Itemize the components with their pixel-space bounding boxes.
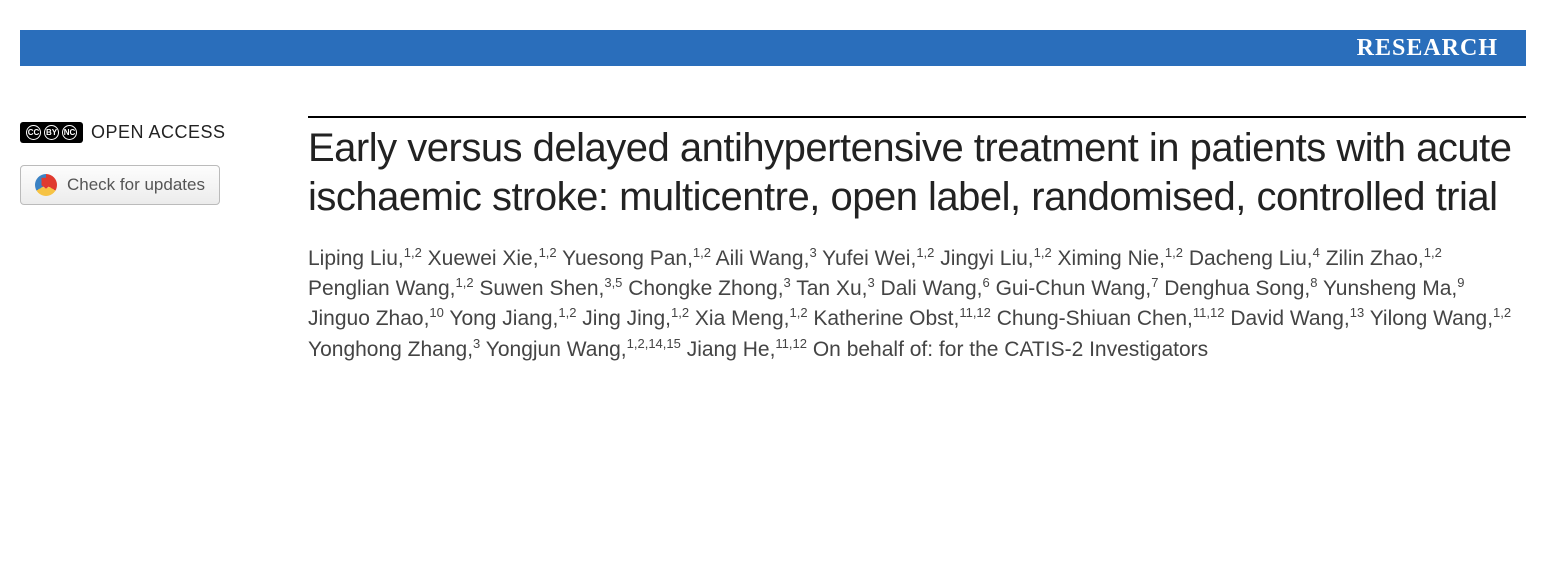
author-affiliation: 3 [867,275,874,290]
author: Yufei Wei,1,2 [822,247,934,270]
open-access-badge: CC BY NC OPEN ACCESS [20,122,280,143]
author-affiliation: 1,2 [1424,245,1442,260]
author: Liping Liu,1,2 [308,247,422,270]
author-affiliation: 3 [809,245,816,260]
nc-icon: NC [62,125,77,140]
author-affiliation: 6 [982,275,989,290]
section-header-label: RESEARCH [1357,35,1498,62]
author-affiliation: 1,2 [455,275,473,290]
author: Penglian Wang,1,2 [308,277,474,300]
author-affiliation: 3 [473,336,480,351]
author: Gui-Chun Wang,7 [996,277,1159,300]
author-affiliation: 7 [1151,275,1158,290]
author: Yonghong Zhang,3 [308,338,480,361]
author: Yuesong Pan,1,2 [562,247,711,270]
right-column: Early versus delayed antihypertensive tr… [308,116,1526,365]
check-for-updates-label: Check for updates [67,175,205,195]
author: Yong Jiang,1,2 [449,307,576,330]
author: Dacheng Liu,4 [1189,247,1320,270]
author-affiliation: 3,5 [604,275,622,290]
open-access-label: OPEN ACCESS [91,122,226,143]
author-affiliation: 13 [1350,305,1364,320]
author: Xia Meng,1,2 [695,307,808,330]
author-affiliation: 8 [1310,275,1317,290]
cc-license-icon: CC BY NC [20,122,83,143]
by-icon: BY [44,125,59,140]
author: Jinguo Zhao,10 [308,307,444,330]
author-affiliation: 9 [1457,275,1464,290]
author: Katherine Obst,11,12 [813,307,991,330]
author-affiliation: 1,2,14,15 [627,336,681,351]
section-header-bar: RESEARCH [20,30,1526,66]
author-affiliation: 1,2 [916,245,934,260]
author: Jingyi Liu,1,2 [940,247,1051,270]
author: Denghua Song,8 [1164,277,1317,300]
author-affiliation: 1,2 [1034,245,1052,260]
author-affiliation: 1,2 [558,305,576,320]
author-affiliation: 11,12 [1193,305,1225,320]
author-list: Liping Liu,1,2 Xuewei Xie,1,2 Yuesong Pa… [308,244,1526,366]
article-header-block: CC BY NC OPEN ACCESS Check for updates E… [20,116,1526,365]
article-title: Early versus delayed antihypertensive tr… [308,124,1526,222]
author-affiliation: 11,12 [959,305,991,320]
author-affiliation: 3 [784,275,791,290]
author: Zilin Zhao,1,2 [1326,247,1442,270]
author: Yilong Wang,1,2 [1370,307,1511,330]
author: Aili Wang,3 [716,247,817,270]
author-affiliation: 1,2 [693,245,711,260]
author: Chung-Shiuan Chen,11,12 [997,307,1225,330]
author: Xuewei Xie,1,2 [428,247,557,270]
check-for-updates-button[interactable]: Check for updates [20,165,220,205]
author-affiliation: 1,2 [404,245,422,260]
author: Tan Xu,3 [796,277,874,300]
author: Dali Wang,6 [881,277,990,300]
author: Suwen Shen,3,5 [479,277,622,300]
author-affiliation: 1,2 [1493,305,1511,320]
author: Ximing Nie,1,2 [1058,247,1183,270]
author-affiliation: 1,2 [1165,245,1183,260]
on-behalf-of: On behalf of: for the CATIS-2 Investigat… [813,338,1208,361]
author-affiliation: 1,2 [671,305,689,320]
author: Yongjun Wang,1,2,14,15 [486,338,681,361]
left-column: CC BY NC OPEN ACCESS Check for updates [20,116,280,365]
author: Jiang He,11,12 [687,338,807,361]
author-affiliation: 1,2 [539,245,557,260]
author-affiliation: 1,2 [789,305,807,320]
author: Chongke Zhong,3 [628,277,791,300]
author: Jing Jing,1,2 [582,307,689,330]
author-affiliation: 4 [1313,245,1320,260]
author-affiliation: 10 [429,305,443,320]
author-affiliation: 11,12 [775,336,807,351]
crossmark-icon [35,174,57,196]
author: Yunsheng Ma,9 [1323,277,1465,300]
author: David Wang,13 [1230,307,1364,330]
cc-icon: CC [26,125,41,140]
